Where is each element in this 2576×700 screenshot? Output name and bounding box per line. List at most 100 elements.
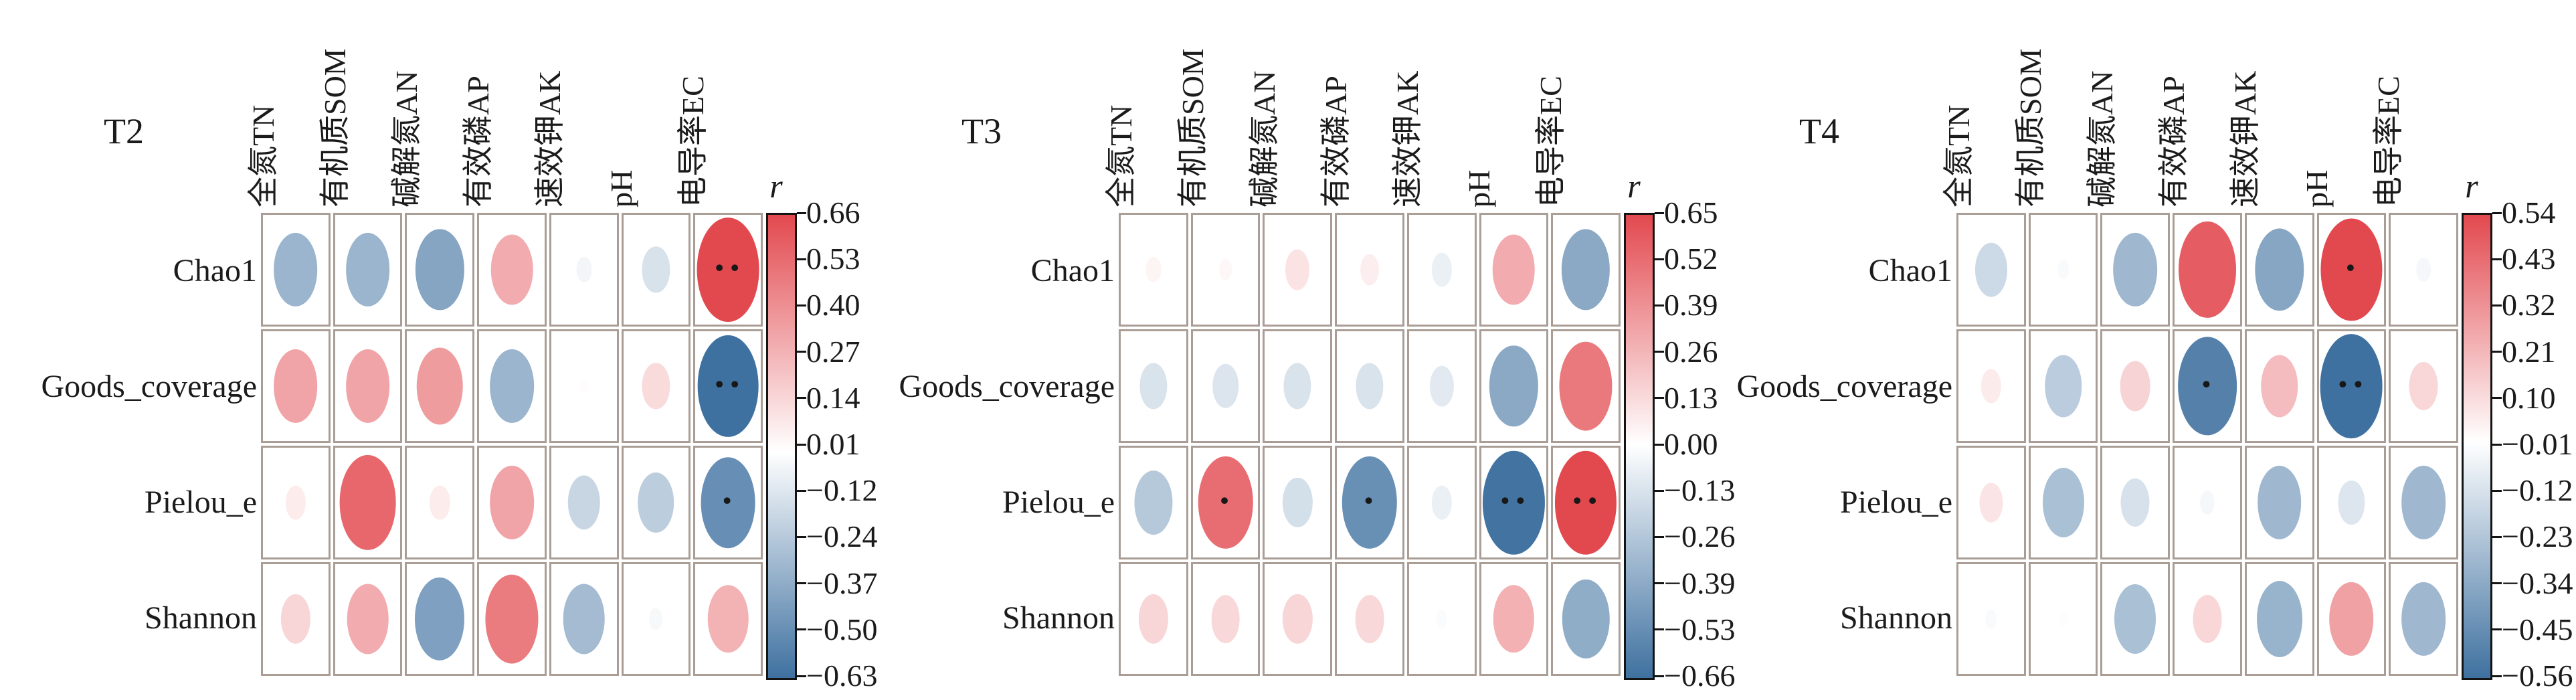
colorbar-tick-label: −0.39	[1664, 565, 1736, 600]
colorbar-tick	[1655, 675, 1664, 677]
colorbar-tick-label: 0.13	[1664, 380, 1718, 415]
corr-ellipse	[417, 347, 463, 425]
colorbar-tick	[1655, 443, 1664, 446]
corr-ellipse	[1285, 249, 1310, 290]
corr-ellipse	[1493, 234, 1535, 305]
corr-cell: ••	[693, 213, 763, 327]
colorbar	[766, 213, 797, 680]
colorbar-tick-label: 0.01	[806, 427, 860, 461]
corr-ellipse	[1431, 485, 1452, 520]
corr-cell	[333, 446, 403, 559]
corr-ellipse	[2200, 490, 2215, 515]
corr-ellipse	[576, 256, 592, 283]
corr-ellipse	[1979, 483, 2003, 523]
colorbar-tick-label: 0.10	[2502, 380, 2556, 415]
corr-cell	[1406, 329, 1477, 443]
corr-cell	[2100, 446, 2171, 559]
corr-ellipse	[1429, 365, 1454, 407]
corr-cell: •	[2316, 213, 2387, 327]
corr-ellipse	[1139, 363, 1168, 410]
corr-ellipse	[2401, 582, 2446, 657]
corr-ellipse	[697, 217, 759, 322]
panel-t3: T3 Chao1 Goods_coverage Pielou_e Shannon 全氮TN…	[858, 0, 1758, 700]
colorbar-tick-label: 0.43	[2502, 242, 2556, 276]
corr-ellipse	[2320, 334, 2383, 438]
corr-ellipse	[642, 246, 670, 293]
row-label-pielou_e: Pielou_e	[145, 484, 257, 520]
corr-ellipse	[1555, 450, 1617, 555]
significance-mark: •	[2343, 255, 2359, 282]
corr-ellipse	[701, 457, 755, 548]
colorbar-tick-label: 0.00	[1664, 427, 1718, 461]
row-label-chao1: Chao1	[1868, 252, 1952, 288]
corr-cell	[549, 562, 619, 676]
row-label-goods_coverage: Goods_coverage	[899, 368, 1115, 404]
corr-cell	[2316, 446, 2387, 559]
corr-cell	[1190, 213, 1261, 327]
col-header-7: 电导率EC	[1534, 76, 1568, 207]
corr-ellipse	[2179, 221, 2236, 319]
corr-ellipse	[1431, 252, 1452, 287]
corr-cell	[2028, 213, 2098, 327]
corr-cell	[333, 562, 403, 676]
colorbar-tick-label: −0.53	[1664, 612, 1736, 646]
colorbar	[1624, 213, 1655, 680]
row-label-goods_coverage: Goods_coverage	[1736, 368, 1952, 404]
corr-ellipse	[567, 475, 600, 530]
col-header-7: 电导率EC	[676, 76, 711, 207]
col-header-2: 有机质SOM	[2013, 48, 2047, 207]
corr-ellipse	[563, 584, 605, 654]
corr-cell	[261, 213, 331, 327]
colorbar-tick	[1655, 258, 1664, 260]
colorbar-tick	[797, 351, 806, 353]
corr-cell	[2244, 329, 2314, 443]
colorbar-tick	[2492, 211, 2502, 214]
corr-cell	[1956, 562, 2026, 676]
colorbar-title: r	[2465, 167, 2478, 205]
col-header-3: 碱解氮AN	[389, 70, 424, 207]
corr-cell	[2389, 329, 2458, 443]
corr-cell	[2389, 213, 2458, 327]
corr-cell	[1956, 213, 2026, 327]
corr-ellipse	[1981, 369, 2002, 404]
colorbar-tick	[797, 211, 806, 214]
corr-ellipse	[1138, 594, 1168, 644]
corr-ellipse	[274, 349, 318, 424]
corr-cell	[2028, 446, 2098, 559]
panel-title: T4	[1799, 111, 1839, 151]
corr-cell	[1551, 329, 1621, 443]
colorbar-tick	[2492, 258, 2502, 260]
row-label-chao1: Chao1	[1030, 252, 1115, 288]
colorbar	[2462, 213, 2492, 680]
corr-cell	[2244, 446, 2314, 559]
significance-mark: ••	[1498, 488, 1530, 515]
row-label-shannon: Shannon	[145, 600, 257, 636]
colorbar-tick	[797, 628, 806, 631]
corr-cell	[1119, 213, 1188, 327]
corr-cell	[621, 562, 691, 676]
colorbar-tick	[797, 397, 806, 400]
colorbar-tick-label: −0.12	[806, 473, 878, 508]
colorbar-tick-label: −0.26	[1664, 519, 1736, 554]
corr-ellipse	[485, 574, 539, 664]
corr-cell	[549, 446, 619, 559]
corr-cell	[261, 446, 331, 559]
colorbar-tick	[1655, 351, 1664, 353]
corr-cell	[1190, 329, 1261, 443]
corr-cell	[477, 446, 547, 559]
corr-ellipse	[2401, 465, 2446, 540]
colorbar-tick-label: 0.65	[1664, 195, 1718, 230]
corr-cell	[1119, 446, 1188, 559]
colorbar-tick	[1655, 211, 1664, 214]
corr-ellipse	[649, 608, 663, 630]
colorbar-tick	[2492, 397, 2502, 400]
corr-ellipse	[490, 234, 533, 305]
colorbar-title: r	[769, 167, 783, 205]
corr-cell	[693, 562, 763, 676]
row-label-chao1: Chao1	[173, 252, 257, 288]
corr-cell	[621, 446, 691, 559]
corr-cell: •	[1190, 446, 1261, 559]
row-label-pielou_e: Pielou_e	[1840, 484, 1952, 520]
row-label-shannon: Shannon	[1002, 600, 1115, 636]
